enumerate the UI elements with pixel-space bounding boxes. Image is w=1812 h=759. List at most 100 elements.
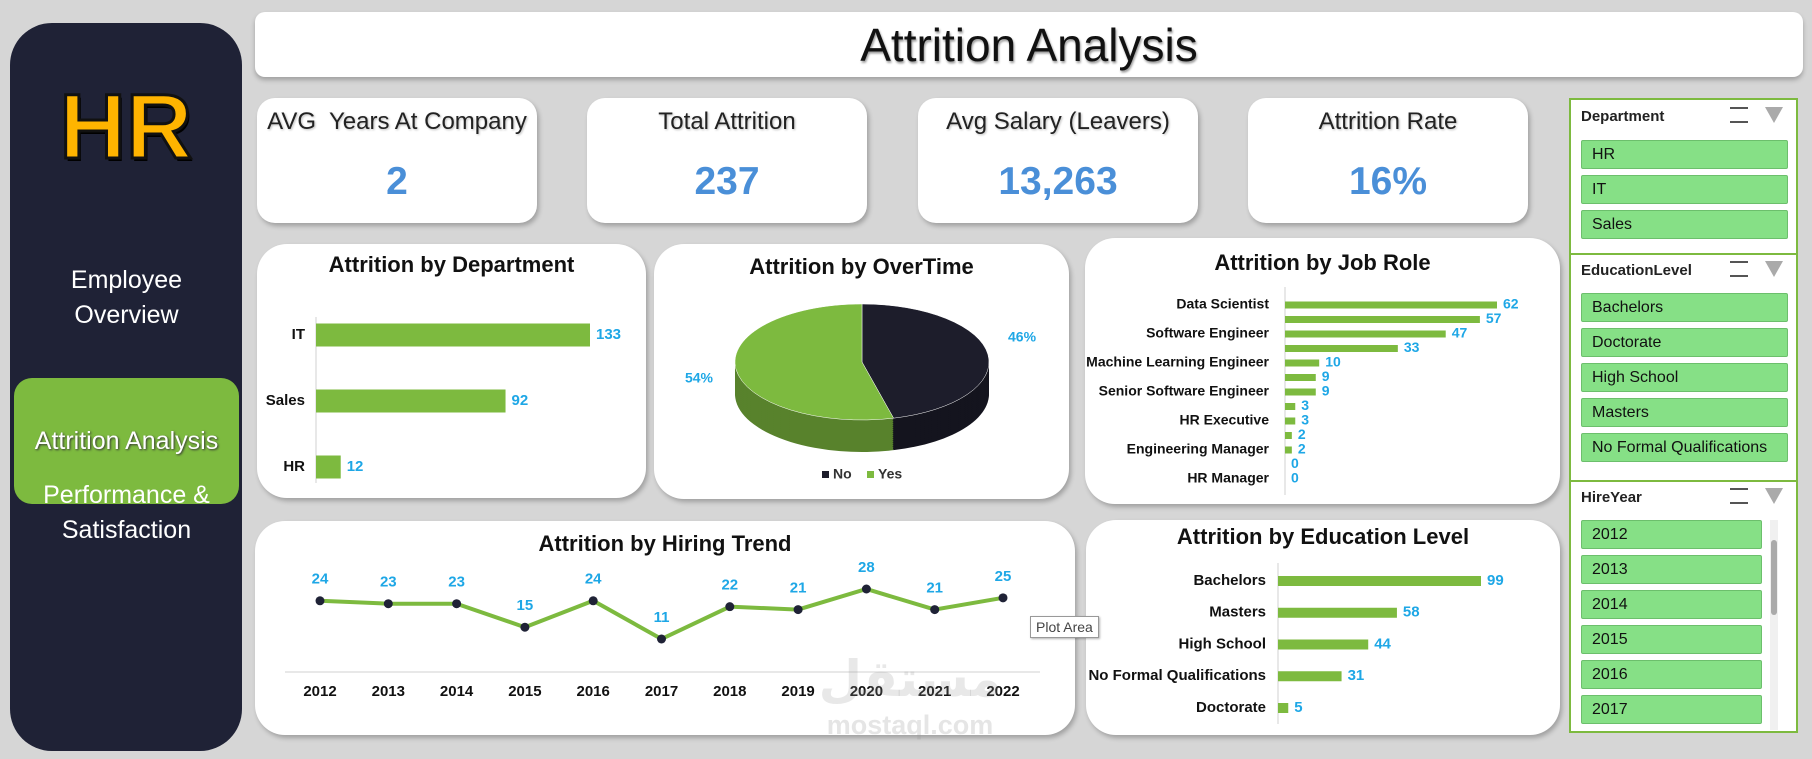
nav-item[interactable]: Employee Overview — [70, 266, 183, 329]
bar — [1278, 607, 1397, 618]
slicer-title: Department — [1581, 108, 1665, 125]
data-label: 0 — [1291, 455, 1299, 471]
data-label: 24 — [585, 571, 602, 588]
bar — [1278, 576, 1481, 586]
data-label: 44 — [1374, 635, 1391, 652]
marker — [725, 602, 735, 612]
marker — [520, 622, 530, 632]
slicer-item[interactable]: Bachelors — [1581, 293, 1788, 322]
chart-title: Attrition by Education Level — [1177, 524, 1469, 549]
clear-filter-icon[interactable] — [1765, 107, 1783, 123]
bar — [1285, 417, 1296, 425]
chart: Attrition by Department 133 IT 92 Sales 12 HR — [266, 252, 621, 483]
data-label: 21 — [926, 580, 943, 597]
category-label: Engineering Manager — [1127, 441, 1270, 457]
category-label: HR Manager — [1187, 470, 1269, 486]
bar — [316, 389, 506, 413]
data-label: 23 — [448, 574, 465, 591]
scroll-thumb[interactable] — [1771, 540, 1777, 615]
chart-title: Attrition by Job Role — [1214, 250, 1430, 275]
chart: Attrition by Job Role 62 Data Scientist 57 4… — [1086, 250, 1519, 495]
data-label: 9 — [1322, 383, 1330, 399]
logo: HR — [58, 75, 194, 180]
slicer-title: EducationLevel — [1581, 262, 1692, 279]
tooltip: Plot Area — [1030, 616, 1099, 638]
data-label: 2 — [1298, 441, 1306, 457]
data-label: 12 — [347, 458, 364, 475]
category-label: Software Engineer — [1146, 325, 1269, 341]
scrollbar — [1770, 520, 1778, 730]
chart: Attrition by OverTime 46% 54% No Yes — [685, 254, 1037, 482]
legend-label: Yes — [878, 466, 902, 482]
slicer-item[interactable]: 2015 — [1581, 625, 1762, 654]
slicer-item[interactable]: Sales — [1581, 210, 1788, 239]
bar — [316, 323, 590, 347]
multi-select-icon[interactable] — [1730, 488, 1748, 504]
slicer-item[interactable]: 2012 — [1581, 520, 1762, 549]
data-label: 46% — [1008, 329, 1037, 345]
chart-panel: Attrition by Department 133 IT 92 Sales 12 HR — [257, 244, 646, 498]
sidebar: HR Employee Overview Attrition Analysis Per… — [10, 23, 242, 751]
slicer-item[interactable]: 2017 — [1581, 695, 1762, 724]
category-label: IT — [292, 326, 305, 343]
marker — [383, 599, 393, 609]
category-label: High School — [1179, 635, 1267, 652]
slicer-item[interactable]: HR — [1581, 140, 1788, 169]
slicer-item[interactable]: Doctorate — [1581, 328, 1788, 357]
marker — [315, 596, 325, 606]
category-label: Data Scientist — [1176, 296, 1269, 312]
chart-panel: Attrition by Education Level 99 Bachelors 5… — [1086, 520, 1560, 735]
slicer-item[interactable]: 2013 — [1581, 555, 1762, 584]
chart-title: Attrition by OverTime — [749, 254, 974, 279]
kpi-label: Avg Salary (Leavers) — [946, 108, 1170, 135]
data-label: 92 — [512, 392, 529, 409]
clear-filter-icon[interactable] — [1765, 488, 1783, 504]
data-label: 9 — [1322, 368, 1330, 384]
page-title: Attrition Analysis — [860, 18, 1198, 71]
data-label: 62 — [1503, 296, 1519, 312]
legend-label: No — [833, 466, 852, 482]
kpi-label: Total Attrition — [658, 108, 796, 135]
x-tick-label: 2018 — [713, 683, 746, 700]
nav-item[interactable]: Attrition Analysis — [14, 378, 239, 504]
marker — [930, 605, 940, 615]
slicer-item[interactable]: Masters — [1581, 398, 1788, 427]
kpi-value: 16% — [1348, 160, 1428, 203]
watermark: مستقل — [818, 650, 1002, 708]
category-label: Bachelors — [1193, 572, 1266, 589]
chart-panel: Attrition by OverTime 46% 54% No Yes — [654, 244, 1069, 499]
legend-swatch — [822, 471, 829, 478]
slicer-item[interactable]: No Formal Qualifications — [1581, 433, 1788, 462]
data-label: 31 — [1348, 667, 1365, 684]
data-label: 21 — [790, 580, 807, 597]
marker — [588, 596, 598, 606]
clear-filter-icon[interactable] — [1765, 261, 1783, 277]
data-label: 15 — [517, 597, 534, 614]
slicer-item[interactable]: 2014 — [1581, 590, 1762, 619]
chart-title: Attrition by Department — [329, 252, 575, 277]
data-label: 22 — [721, 577, 738, 594]
x-tick-label: 2013 — [372, 683, 405, 700]
data-label: 58 — [1403, 604, 1420, 621]
bar — [1285, 446, 1292, 454]
kpi-value: 13,263 — [998, 160, 1118, 203]
data-label: 10 — [1325, 354, 1341, 370]
bar — [1285, 359, 1320, 367]
bar — [1285, 374, 1316, 381]
nav-item[interactable]: Performance & Satisfaction — [43, 481, 210, 544]
multi-select-icon[interactable] — [1730, 261, 1748, 277]
kpi-card: Avg Salary (Leavers) 13,263 — [918, 98, 1198, 223]
category-label: Machine Learning Engineer — [1086, 354, 1269, 370]
pie-slice — [734, 303, 894, 421]
slicer-item[interactable]: 2016 — [1581, 660, 1762, 689]
data-label: 23 — [380, 574, 397, 591]
kpi-card: Attrition Rate 16% — [1248, 98, 1528, 223]
kpi-card: AVG Years At Company 2 — [257, 98, 537, 223]
kpi-label: Attrition Rate — [1318, 108, 1458, 135]
slicer-title: HireYear — [1581, 489, 1642, 506]
multi-select-icon[interactable] — [1730, 107, 1748, 123]
bar — [1278, 639, 1369, 650]
slicer-item[interactable]: IT — [1581, 175, 1788, 204]
category-label: Senior Software Engineer — [1099, 383, 1270, 399]
slicer-item[interactable]: High School — [1581, 363, 1788, 392]
